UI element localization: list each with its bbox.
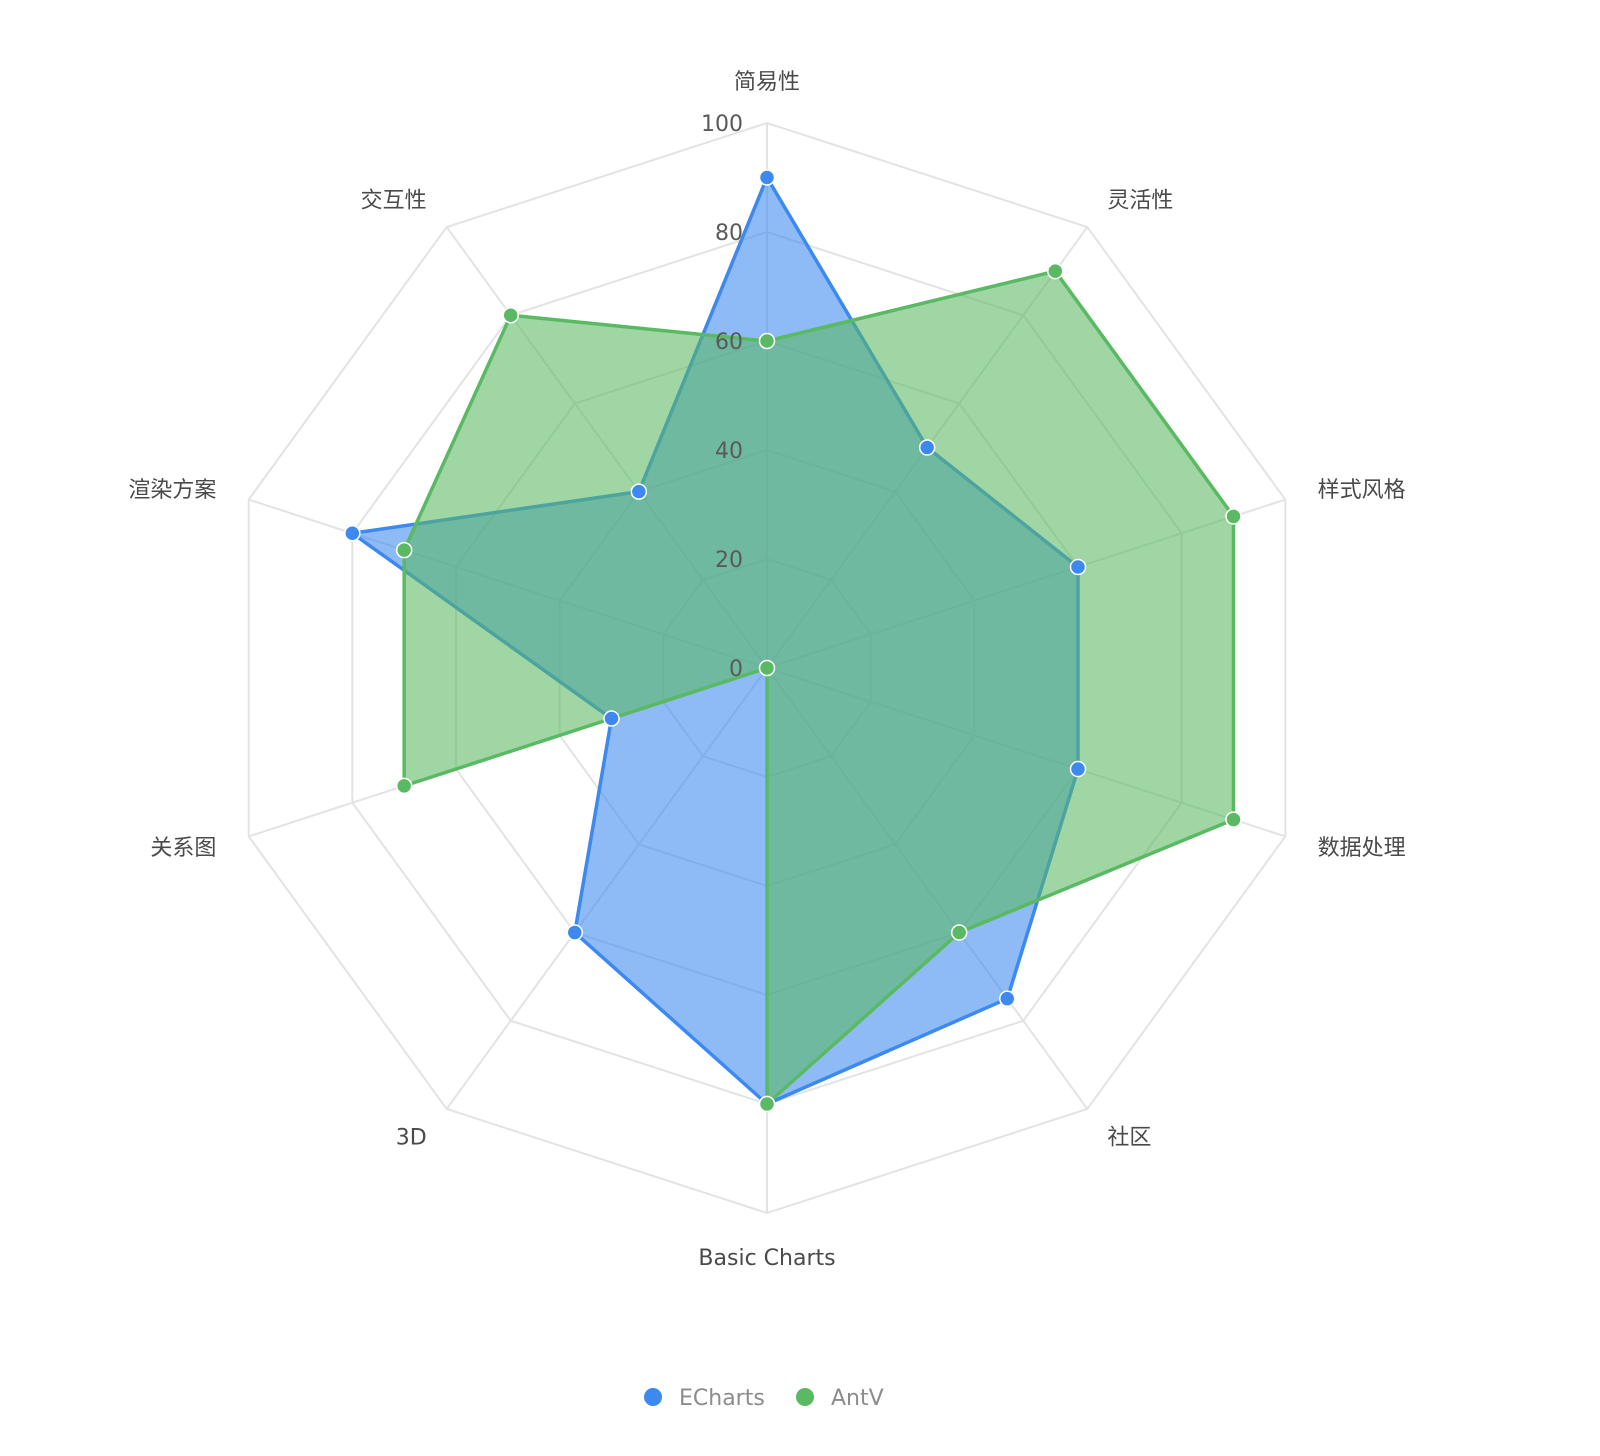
tick-label: 80 <box>715 221 743 246</box>
data-point-echarts[interactable] <box>630 483 648 500</box>
data-point-echarts[interactable] <box>999 990 1016 1007</box>
axis-label: 关系图 <box>150 836 216 861</box>
data-point-antv[interactable] <box>1225 508 1242 525</box>
legend-marker <box>644 1388 662 1406</box>
axis-label: 样式风格 <box>1318 478 1406 503</box>
data-point-echarts[interactable] <box>758 169 776 186</box>
data-point-echarts[interactable] <box>1069 558 1087 576</box>
axis-label: 灵活性 <box>1107 189 1173 214</box>
tick-label: 100 <box>701 112 743 137</box>
data-point-echarts[interactable] <box>566 924 584 941</box>
tick-label: 60 <box>715 330 743 355</box>
axis-label: 3D <box>396 1125 427 1150</box>
data-point-antv[interactable] <box>502 307 519 324</box>
data-point-echarts[interactable] <box>1069 760 1087 778</box>
data-point-antv[interactable] <box>395 777 413 795</box>
legend-label: AntV <box>831 1386 884 1411</box>
legend-item-antv[interactable]: AntV <box>796 1386 884 1411</box>
axis-label: 交互性 <box>361 189 427 214</box>
data-point-antv[interactable] <box>758 332 776 350</box>
radar-series <box>344 169 1242 1113</box>
legend-marker <box>796 1388 814 1406</box>
data-point-echarts[interactable] <box>603 710 620 727</box>
data-point-echarts[interactable] <box>918 439 936 456</box>
axis-label: 数据处理 <box>1318 836 1406 861</box>
series-area-antv <box>402 269 1236 1106</box>
tick-label: 20 <box>715 548 743 573</box>
axis-label: 渲染方案 <box>128 478 216 503</box>
axis-label: Basic Charts <box>698 1246 835 1271</box>
axis-label: 社区 <box>1107 1125 1151 1150</box>
tick-label: 40 <box>715 439 743 464</box>
axis-label: 简易性 <box>734 70 800 95</box>
data-point-antv[interactable] <box>950 924 968 941</box>
data-point-antv[interactable] <box>758 659 776 677</box>
legend-item-echarts[interactable]: ECharts <box>644 1386 765 1411</box>
data-point-antv[interactable] <box>1047 262 1064 280</box>
data-point-antv[interactable] <box>395 541 413 559</box>
data-point-echarts[interactable] <box>344 525 361 542</box>
data-point-antv[interactable] <box>758 1095 776 1113</box>
tick-label: 0 <box>729 657 743 682</box>
data-point-antv[interactable] <box>1225 811 1242 828</box>
legend: ECharts AntV <box>644 1386 884 1411</box>
legend-label: ECharts <box>679 1386 765 1411</box>
radar-tick-labels: 0 20 40 60 80 100 <box>701 112 743 682</box>
